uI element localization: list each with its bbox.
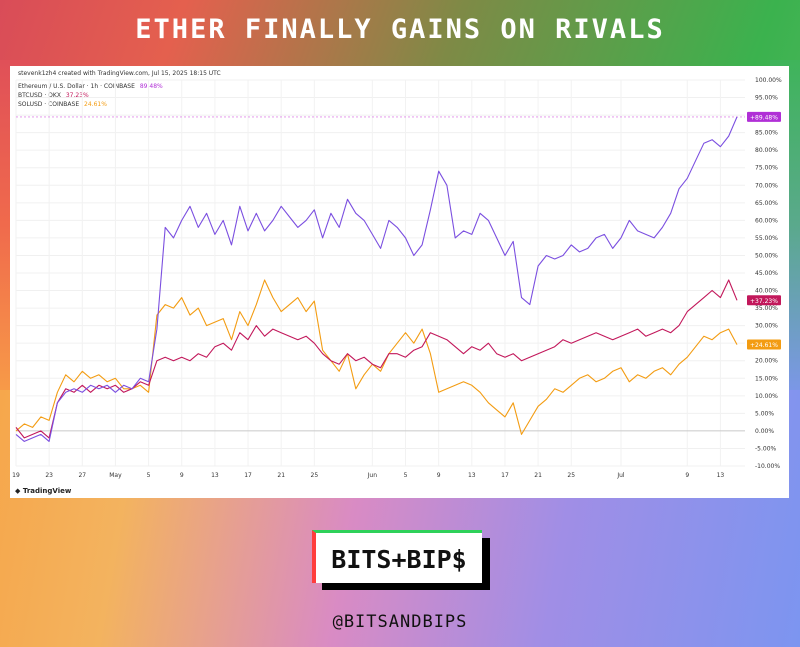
y-tick-label: 45.00% <box>755 270 778 277</box>
chart-legend: Ethereum / U.S. Dollar · 1h · COINBASE 8… <box>18 82 163 109</box>
y-tick-label: -10.00% <box>755 463 780 470</box>
x-tick-label: 25 <box>311 472 319 479</box>
x-tick-label: Jul <box>616 472 625 479</box>
last-value-badge <box>747 295 781 306</box>
last-value-label: +89.48% <box>750 114 778 121</box>
tradingview-label: TradingView <box>22 487 72 495</box>
last-value-badge <box>747 339 781 350</box>
y-tick-label: 35.00% <box>755 305 778 312</box>
y-tick-label: 100.00% <box>755 77 782 84</box>
y-tick-label: 55.00% <box>755 235 778 242</box>
y-tick-label: 85.00% <box>755 130 778 137</box>
x-tick-label: Jun <box>367 472 378 479</box>
x-tick-label: 25 <box>567 472 575 479</box>
last-value-label: +24.61% <box>750 342 778 349</box>
y-tick-label: 0.00% <box>755 428 774 435</box>
x-tick-label: 5 <box>147 472 151 479</box>
legend-sol-label: SOLUSD · COINBASE <box>18 101 80 108</box>
y-tick-label: 5.00% <box>755 410 774 417</box>
y-tick-label: 95.00% <box>755 95 778 102</box>
y-tick-label: 40.00% <box>755 288 778 295</box>
x-tick-label: 17 <box>501 472 509 479</box>
series-line-ethereum-u-s-dollar <box>15 116 738 442</box>
page-title: ETHER FINALLY GAINS ON RIVALS <box>135 14 665 45</box>
x-tick-label: 19 <box>12 472 20 479</box>
x-tick-label: 9 <box>437 472 441 479</box>
y-tick-label: 60.00% <box>755 217 778 224</box>
y-tick-label: -5.00% <box>755 445 777 452</box>
legend-sol-value: 24.61% <box>84 101 107 108</box>
bits-and-bips-logo: BITS+BIP$ <box>312 530 490 590</box>
last-value-badge <box>747 111 781 122</box>
y-tick-label: 15.00% <box>755 375 778 382</box>
x-tick-label: 27 <box>78 472 86 479</box>
x-tick-label: 9 <box>685 472 689 479</box>
y-tick-label: 10.00% <box>755 393 778 400</box>
legend-eth: Ethereum / U.S. Dollar · 1h · COINBASE 8… <box>18 82 163 91</box>
y-tick-label: 50.00% <box>755 252 778 259</box>
x-tick-label: 17 <box>244 472 252 479</box>
x-tick-label: 9 <box>180 472 184 479</box>
legend-sol: SOLUSD · COINBASE 24.61% <box>18 100 163 109</box>
legend-btc-label: BTCUSD · OKX <box>18 92 61 99</box>
social-handle: @BITSANDBIPS <box>332 612 468 632</box>
x-tick-label: 13 <box>468 472 476 479</box>
x-tick-label: 5 <box>404 472 408 479</box>
chart-panel: stevenk1zh4 created with TradingView.com… <box>10 66 789 498</box>
chart-meta: stevenk1zh4 created with TradingView.com… <box>18 70 221 77</box>
y-tick-label: 20.00% <box>755 358 778 365</box>
x-tick-label: 13 <box>211 472 219 479</box>
y-tick-label: 65.00% <box>755 200 778 207</box>
tradingview-logo: ◆ TradingView <box>15 487 71 495</box>
y-tick-label: 30.00% <box>755 323 778 330</box>
y-tick-label: 70.00% <box>755 182 778 189</box>
line-chart: 100.00%95.00%90.00%85.00%80.00%75.00%70.… <box>12 77 782 479</box>
logo-text: BITS+BIP$ <box>331 545 467 574</box>
tradingview-icon: ◆ <box>15 487 23 495</box>
last-value-label: +37.23% <box>750 298 778 305</box>
legend-eth-label: Ethereum / U.S. Dollar · 1h · COINBASE <box>18 83 135 90</box>
x-tick-label: May <box>109 472 122 479</box>
legend-eth-value: 89.48% <box>139 83 163 90</box>
x-tick-label: 21 <box>534 472 542 479</box>
x-tick-label: 13 <box>717 472 725 479</box>
y-tick-label: 75.00% <box>755 165 778 172</box>
logo-card: BITS+BIP$ <box>312 530 482 583</box>
y-tick-label: 80.00% <box>755 147 778 154</box>
x-tick-label: 21 <box>277 472 285 479</box>
series-line-solusd <box>15 279 738 435</box>
series-line-btcusd <box>15 279 738 439</box>
legend-btc: BTCUSD · OKX 37.23% <box>18 91 163 100</box>
x-tick-label: 23 <box>45 472 53 479</box>
legend-btc-value: 37.23% <box>65 92 89 99</box>
